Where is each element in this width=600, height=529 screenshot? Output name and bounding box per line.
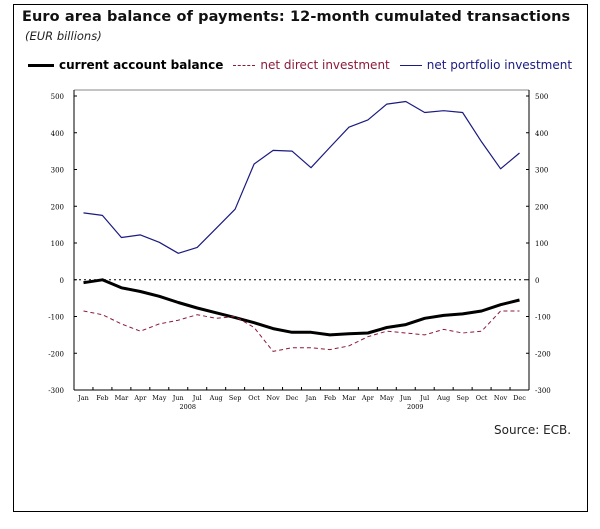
y-tick-label-left: 0 — [60, 277, 64, 285]
x-tick-label: Aug — [209, 394, 223, 402]
x-tick-label: Aug — [436, 394, 450, 402]
legend: current account balance net direct inves… — [28, 58, 582, 72]
x-tick-label: Jan — [305, 394, 317, 402]
x-tick-label: May — [152, 394, 167, 402]
x-tick-label: Apr — [133, 394, 147, 402]
legend-label-portfolio-investment: net portfolio investment — [426, 58, 573, 72]
x-tick-label: Jul — [419, 394, 429, 402]
x-tick-label: Mar — [115, 394, 130, 402]
x-tick-label: Jan — [77, 394, 89, 402]
year-label: 2008 — [179, 403, 196, 411]
source-note: Source: ECB. — [494, 423, 572, 437]
chart-subtitle: (EUR billions) — [25, 29, 102, 43]
legend-label-current-account: current account balance — [59, 58, 224, 72]
y-tick-label-left: 500 — [51, 93, 64, 101]
x-tick-label: Oct — [476, 394, 488, 402]
x-tick-label: Sep — [229, 394, 241, 402]
series-line-current-account — [83, 278, 520, 337]
legend-swatch-portfolio-investment — [399, 64, 422, 66]
y-tick-label-left: 400 — [51, 130, 64, 138]
x-tick-label: Mar — [342, 394, 357, 402]
legend-swatch-current-account — [28, 63, 54, 67]
legend-swatch-direct-investment — [233, 64, 256, 66]
y-tick-label-right: 400 — [535, 130, 548, 138]
y-tick-label-right: 100 — [535, 240, 548, 248]
y-tick-label-left: 300 — [51, 167, 64, 175]
x-tick-label: Sep — [456, 394, 468, 402]
legend-item-direct-investment: net direct investment — [233, 58, 390, 72]
y-tick-label-right: -200 — [535, 350, 551, 358]
x-tick-label: Dec — [513, 394, 526, 402]
x-tick-label: Jun — [399, 394, 411, 402]
y-tick-label-left: -100 — [48, 314, 64, 322]
series-line-direct-investment — [83, 310, 520, 352]
year-label: 2009 — [407, 403, 424, 411]
y-tick-label-left: -300 — [48, 387, 64, 395]
y-tick-label-right: 0 — [535, 277, 539, 285]
y-tick-label-right: 300 — [535, 167, 548, 175]
figure-frame — [13, 4, 588, 512]
x-tick-label: Jun — [172, 394, 184, 402]
y-tick-label-left: -200 — [48, 350, 64, 358]
x-tick-label: Feb — [96, 394, 108, 402]
x-tick-label: Jul — [192, 394, 202, 402]
x-tick-label: Nov — [494, 394, 508, 402]
series-line-portfolio-investment — [83, 100, 520, 254]
y-tick-label-right: -100 — [535, 314, 551, 322]
legend-item-current-account: current account balance — [28, 58, 223, 72]
x-tick-label: Apr — [361, 394, 375, 402]
y-tick-label-left: 100 — [51, 240, 64, 248]
legend-item-portfolio-investment: net portfolio investment — [399, 58, 573, 72]
x-tick-label: May — [380, 394, 395, 402]
y-tick-label-right: 200 — [535, 203, 548, 211]
y-tick-label-right: 500 — [535, 93, 548, 101]
y-tick-label-left: 200 — [51, 203, 64, 211]
x-tick-label: Nov — [266, 394, 280, 402]
y-tick-label-right: -300 — [535, 387, 551, 395]
x-tick-label: Feb — [324, 394, 336, 402]
legend-label-direct-investment: net direct investment — [260, 58, 390, 72]
chart-title: Euro area balance of payments: 12-month … — [22, 9, 571, 25]
x-tick-label: Dec — [286, 394, 299, 402]
x-tick-label: Oct — [248, 394, 260, 402]
